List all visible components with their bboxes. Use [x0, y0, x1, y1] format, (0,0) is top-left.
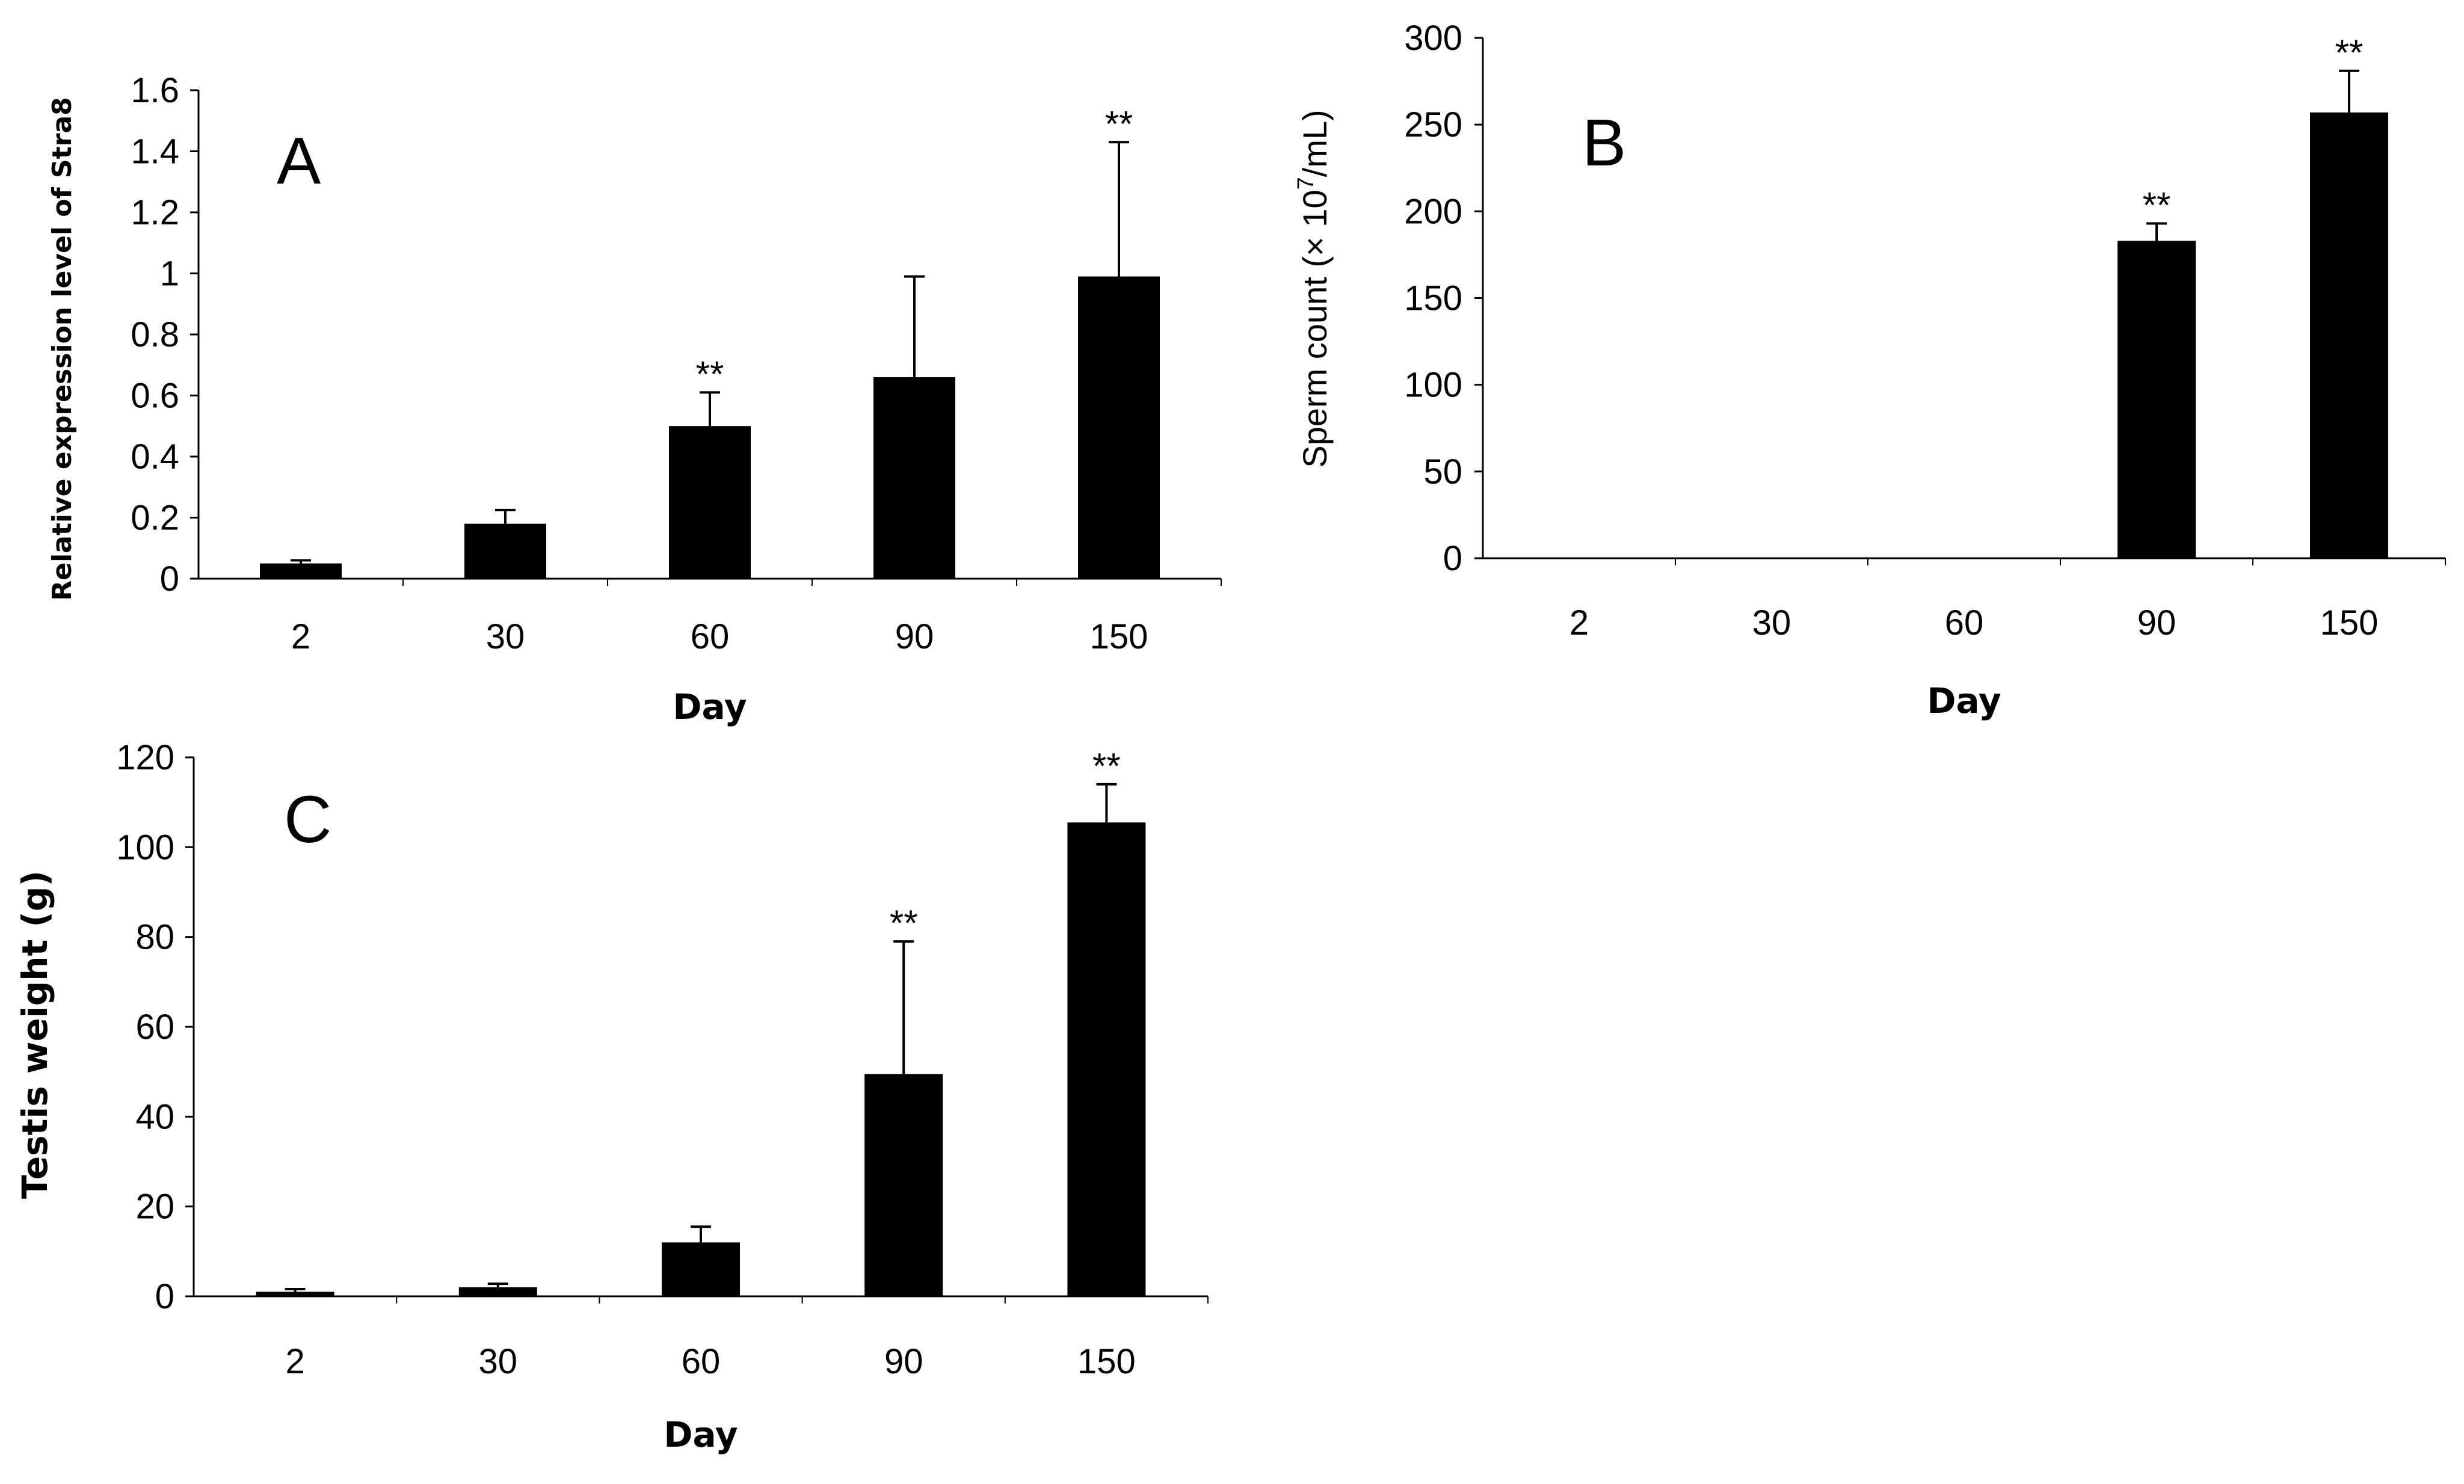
y-tick-label: 200: [1404, 192, 1462, 231]
bar: [1078, 276, 1160, 579]
y-tick-label: 0.4: [131, 437, 179, 476]
bar: [1067, 822, 1146, 1296]
x-tick-label: 90: [884, 1342, 923, 1381]
significance-marker: **: [1105, 103, 1133, 144]
x-axis-label-c: Day: [664, 1414, 738, 1455]
y-axis-label-b-prefix: Sperm count (× 10: [1296, 189, 1334, 467]
x-tick-label: 150: [2320, 603, 2379, 642]
y-tick-label: 100: [116, 828, 174, 867]
bar: [1540, 558, 1618, 559]
bar: [2118, 241, 2196, 559]
bar: [1732, 558, 1811, 559]
y-tick-label: 1.2: [131, 193, 179, 232]
x-tick-label: 60: [1945, 603, 1984, 642]
y-axis-label-b-suffix: /mL): [1296, 109, 1334, 177]
x-tick-label: 30: [486, 617, 525, 656]
y-tick-label: 50: [1423, 452, 1462, 491]
y-axis-label-b-superscript: 7: [1293, 177, 1319, 189]
bar: [2310, 112, 2388, 558]
x-axis-label-a: Day: [673, 686, 747, 727]
x-tick-label: 2: [285, 1342, 304, 1381]
y-tick-label: 20: [135, 1187, 174, 1227]
y-tick-label: 80: [135, 918, 174, 957]
bar: [260, 563, 342, 579]
y-tick-label: 0.2: [131, 499, 179, 538]
y-tick-label: 150: [1404, 279, 1462, 318]
panel-label-c: C: [284, 783, 331, 857]
y-axis-label-b: Sperm count (× 107/mL): [1293, 109, 1334, 467]
x-tick-label: 30: [479, 1342, 518, 1381]
y-tick-label: 300: [1404, 19, 1462, 58]
y-tick-label: 0: [1443, 539, 1462, 578]
y-tick-label: 1: [160, 254, 179, 294]
y-axis-label-c: Testis weight (g): [14, 870, 55, 1199]
x-tick-label: 60: [682, 1342, 721, 1381]
panel-label-a: A: [277, 124, 321, 198]
y-tick-label: 0: [160, 559, 179, 599]
x-tick-label: 150: [1077, 1342, 1136, 1381]
x-tick-label: 60: [691, 617, 730, 656]
x-axis-label-b: Day: [1927, 680, 2001, 721]
panel-label-b: B: [1582, 106, 1626, 180]
bar: [464, 523, 546, 579]
y-tick-label: 1.4: [131, 132, 179, 171]
x-tick-label: 90: [2137, 603, 2176, 642]
x-tick-label: 30: [1752, 603, 1791, 642]
x-tick-label: 2: [1569, 603, 1589, 642]
significance-marker: **: [696, 354, 724, 394]
significance-marker: **: [1092, 746, 1121, 786]
y-tick-label: 120: [116, 738, 174, 777]
y-tick-label: 60: [135, 1008, 174, 1047]
bar: [873, 377, 955, 579]
y-axis-label-a: Relative expression level of Stra8: [47, 97, 78, 600]
bar: [669, 426, 751, 579]
y-tick-label: 0.8: [131, 315, 179, 354]
y-tick-label: 40: [135, 1097, 174, 1136]
bar: [256, 1292, 334, 1296]
chart-panel-b: B Day Sperm count (× 107/mL) 0 50 100 150 20…: [1293, 19, 2446, 721]
bar: [458, 1287, 537, 1296]
bar: [864, 1074, 943, 1296]
y-tick-label: 100: [1404, 366, 1462, 405]
y-tick-label: 1.6: [131, 71, 179, 110]
chart-panel-a: A Day Relative expression level of Stra8…: [47, 71, 1222, 727]
significance-marker: **: [2143, 185, 2171, 226]
significance-marker: **: [2335, 32, 2364, 73]
bar: [662, 1242, 740, 1296]
bar: [1925, 557, 2003, 559]
y-tick-label: 250: [1404, 105, 1462, 144]
x-tick-label: 2: [291, 617, 310, 656]
x-tick-label: 150: [1090, 617, 1148, 656]
y-tick-label: 0: [155, 1277, 174, 1316]
chart-panel-c: C Day Testis weight (g) 0 20 40 60 80 100 120 2…: [14, 738, 1209, 1455]
significance-marker: **: [890, 903, 918, 943]
x-tick-label: 90: [895, 617, 934, 656]
y-tick-label: 0.6: [131, 377, 179, 416]
